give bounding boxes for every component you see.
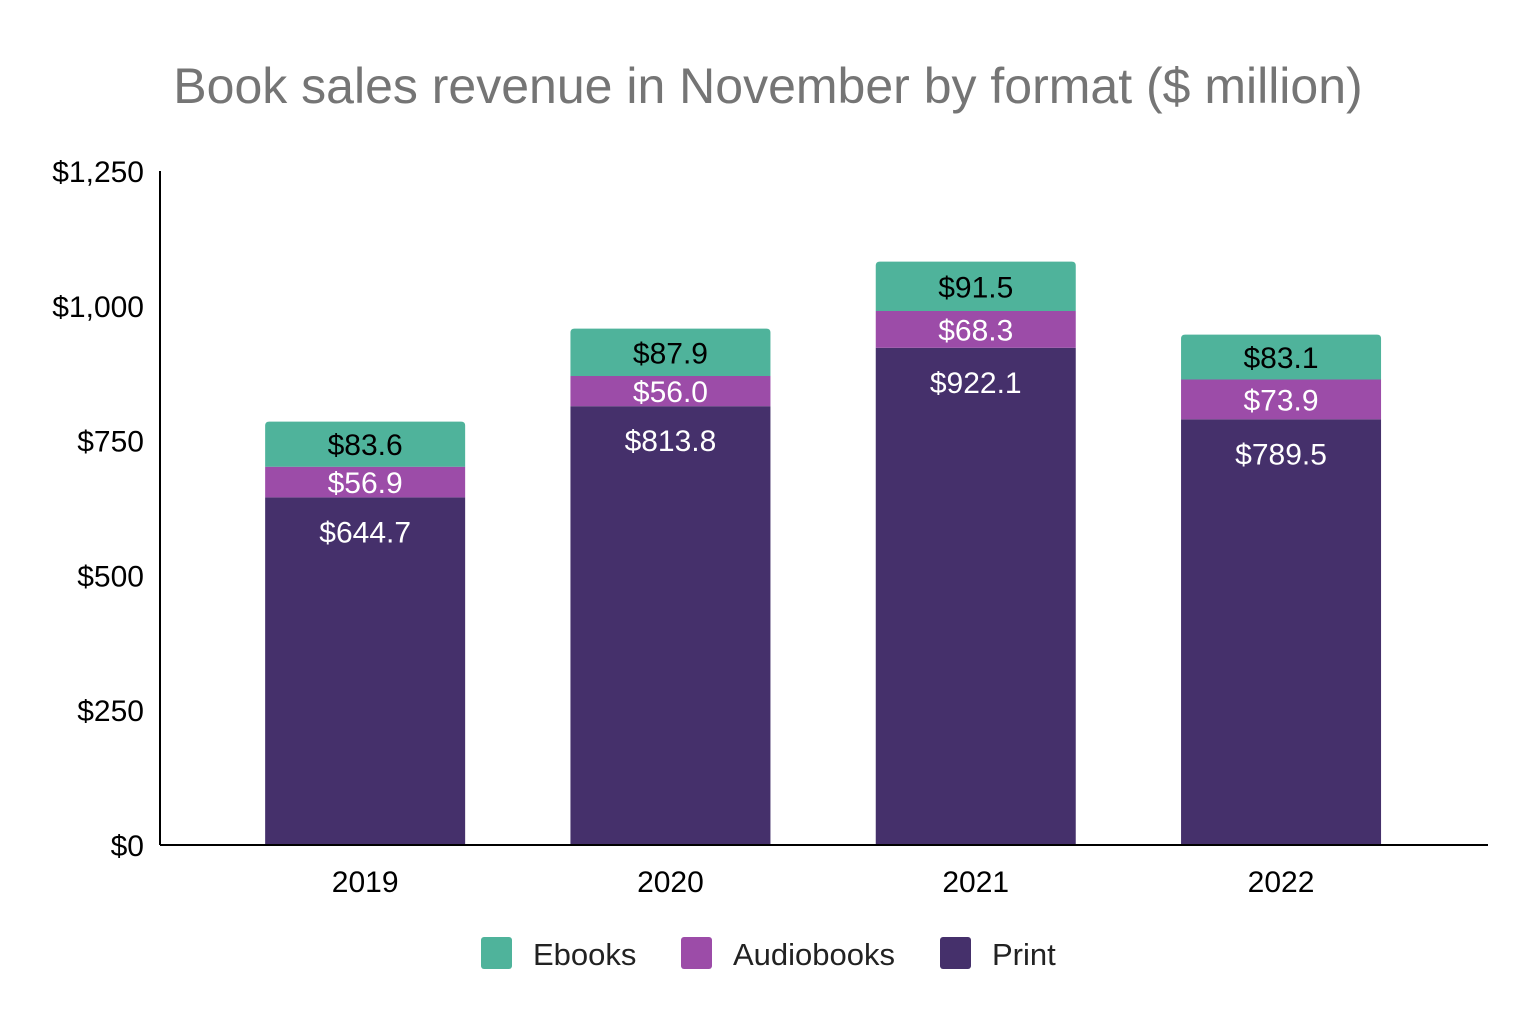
bar-segment-print [570, 406, 771, 845]
bar-stack-2022: $789.5 $73.9 $83.1 [1181, 334, 1382, 845]
bar-segment-ebooks [1181, 334, 1382, 380]
bar-segment-print [1181, 419, 1382, 845]
bar-segment-ebooks [570, 328, 771, 377]
y-tick-label: $250 [77, 695, 144, 728]
data-label: $83.1 [1244, 342, 1319, 375]
data-label: $644.7 [319, 516, 411, 549]
legend-swatch [481, 937, 512, 969]
bars: $644.7 $56.9 $83.6 $813.8 $56.0 $87.9 $922.1 $6… [265, 261, 1382, 845]
y-axis: $0 $250 $500 $750 $1,000 $1,250 [52, 156, 161, 863]
x-tick-label: 2022 [1248, 866, 1315, 899]
data-label: $68.3 [938, 314, 1013, 347]
y-tick-label: $1,250 [52, 156, 144, 189]
x-tick-label: 2019 [332, 866, 399, 899]
legend-swatch [940, 937, 971, 969]
data-label: $87.9 [633, 337, 708, 370]
x-axis: 2019 2020 2021 2022 [160, 844, 1488, 899]
data-label: $73.9 [1244, 384, 1319, 417]
bar-segment-ebooks [265, 421, 466, 467]
data-label: $83.6 [328, 429, 403, 462]
data-label: $56.0 [633, 376, 708, 409]
legend-item-print: Print [940, 937, 1056, 972]
data-label: $56.9 [328, 467, 403, 500]
y-tick-label: $500 [77, 560, 144, 593]
bar-segment-audiobooks [265, 466, 466, 498]
x-tick-label: 2020 [637, 866, 704, 899]
bar-segment-audiobooks [875, 310, 1076, 348]
bar-segment-audiobooks [1181, 379, 1382, 420]
legend-label: Audiobooks [733, 937, 895, 972]
data-label: $922.1 [930, 367, 1022, 400]
bar-segment-print [875, 347, 1076, 845]
bar-segment-audiobooks [570, 376, 771, 407]
legend-item-audiobooks: Audiobooks [681, 937, 895, 972]
bar-segment-print [265, 497, 466, 845]
bar-segment-ebooks [875, 261, 1076, 311]
y-tick-label: $0 [111, 830, 144, 863]
x-tick-label: 2021 [942, 866, 1009, 899]
data-label: $789.5 [1235, 438, 1327, 471]
data-label: $91.5 [938, 271, 1013, 304]
legend-swatch [681, 937, 712, 969]
data-label: $813.8 [625, 425, 717, 458]
legend-label: Ebooks [533, 937, 636, 972]
bar-stack-2020: $813.8 $56.0 $87.9 [570, 328, 771, 845]
legend: Ebooks Audiobooks Print [481, 937, 1056, 972]
legend-item-ebooks: Ebooks [481, 937, 636, 972]
chart-title: Book sales revenue in November by format… [173, 58, 1362, 114]
legend-label: Print [992, 937, 1056, 972]
y-tick-label: $750 [77, 426, 144, 459]
bar-stack-2021: $922.1 $68.3 $91.5 [875, 261, 1076, 845]
bar-stack-2019: $644.7 $56.9 $83.6 [265, 421, 466, 845]
y-tick-label: $1,000 [52, 291, 144, 324]
